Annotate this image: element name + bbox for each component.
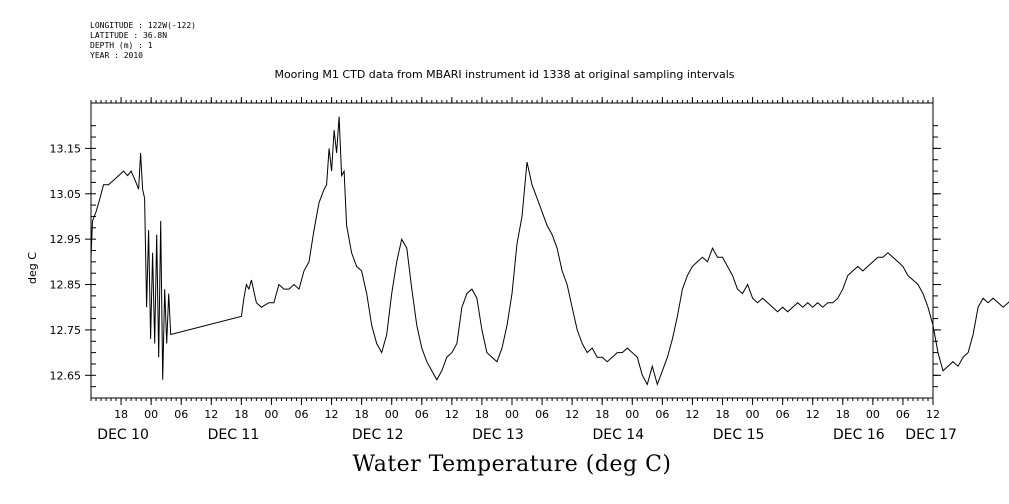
plot-frame (90, 102, 934, 399)
chart-title: Mooring M1 CTD data from MBARI instrumen… (274, 68, 735, 81)
y-axis-label: deg C (26, 252, 39, 284)
y-tick-label: 12.75 (50, 324, 82, 337)
x-day-label: DEC 13 (472, 427, 524, 443)
latitude-label: LATITUDE : 36.8N (90, 31, 168, 40)
depth-label: DEPTH (m) : 1 (90, 41, 153, 50)
x-tick-label: 00 (625, 408, 639, 421)
x-tick-label: 00 (866, 408, 880, 421)
water-temperature-series (90, 116, 1009, 387)
x-tick-label: 18 (114, 408, 128, 421)
x-tick-label: 18 (475, 408, 489, 421)
dataset-header: LONGITUDE : 122W(-122) LATITUDE : 36.8N … (90, 21, 196, 61)
x-day-label: DEC 17 (905, 427, 957, 443)
x-tick-label: 12 (565, 408, 579, 421)
x-tick-label: 00 (385, 408, 399, 421)
x-tick-label: 00 (505, 408, 519, 421)
x-day-label: DEC 16 (833, 427, 885, 443)
x-tick-label: 00 (144, 408, 158, 421)
x-axis-title: Water Temperature (deg C) (352, 452, 672, 477)
y-tick-label: 12.65 (50, 369, 82, 382)
x-tick-label: 06 (535, 408, 549, 421)
x-tick-label: 12 (445, 408, 459, 421)
x-tick-label: 18 (234, 408, 248, 421)
x-axis: 18 00 06 12 18 00 06 12 18 00 06 12 18 00 06 12 18 00 06 12… (90, 97, 957, 443)
y-tick-label: 12.85 (50, 279, 82, 292)
x-tick-label: 06 (776, 408, 790, 421)
x-day-label: DEC 14 (592, 427, 644, 443)
longitude-label: LONGITUDE : 122W(-122) (90, 21, 196, 30)
y-axis: 13.15 13.05 12.95 12.85 12.75 12.65 (50, 125, 941, 388)
x-day-label: DEC 11 (208, 427, 260, 443)
x-tick-label: 12 (806, 408, 820, 421)
y-tick-label: 12.95 (50, 233, 82, 246)
x-tick-label: 00 (264, 408, 278, 421)
x-tick-label: 18 (716, 408, 730, 421)
x-tick-label: 00 (746, 408, 760, 421)
x-tick-label: 18 (355, 408, 369, 421)
x-tick-label: 06 (896, 408, 910, 421)
x-tick-label: 06 (655, 408, 669, 421)
plot-border (90, 102, 934, 399)
x-tick-label: 06 (415, 408, 429, 421)
x-day-label: DEC 12 (352, 427, 404, 443)
x-tick-label: 12 (685, 408, 699, 421)
y-tick-label: 13.15 (50, 142, 82, 155)
x-day-label: DEC 10 (97, 427, 149, 443)
x-tick-label: 06 (295, 408, 309, 421)
year-label: YEAR : 2010 (90, 51, 143, 60)
x-tick-label: 18 (595, 408, 609, 421)
x-tick-label: 06 (174, 408, 188, 421)
y-tick-label: 13.05 (50, 188, 82, 201)
x-day-label: DEC 15 (713, 427, 765, 443)
x-tick-label: 12 (926, 408, 940, 421)
x-tick-label: 18 (836, 408, 850, 421)
x-tick-label: 12 (204, 408, 218, 421)
x-tick-label: 12 (325, 408, 339, 421)
